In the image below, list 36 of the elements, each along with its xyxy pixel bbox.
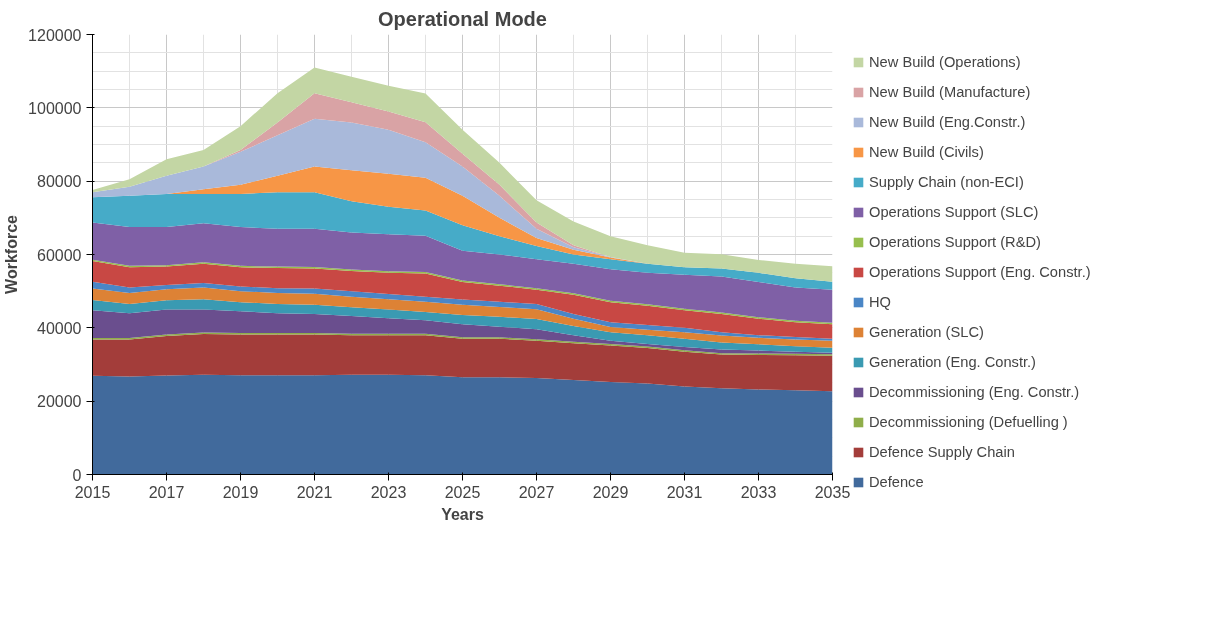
legend-label: Defence Supply Chain xyxy=(869,444,1015,460)
legend-label: New Build (Civils) xyxy=(869,144,984,160)
y-tick-label: 40000 xyxy=(37,319,82,337)
legend-label: Defence xyxy=(869,474,924,490)
legend-label: New Build (Eng.Constr.) xyxy=(869,114,1026,130)
x-tick-label: 2023 xyxy=(370,483,407,501)
y-tick-label: 0 xyxy=(72,466,82,484)
chart-title: Operational Mode xyxy=(378,7,547,30)
legend-label: Operations Support (Eng. Constr.) xyxy=(869,264,1091,280)
legend-label: Decommissioning (Defuelling ) xyxy=(869,414,1068,430)
x-tick-label: 2033 xyxy=(740,483,777,501)
x-tick-label: 2029 xyxy=(592,483,629,501)
x-tick-label: 2021 xyxy=(296,483,333,501)
y-tick-label: 60000 xyxy=(37,246,82,264)
legend-label: HQ xyxy=(869,294,891,310)
legend-label: Operations Support (SLC) xyxy=(869,204,1039,220)
x-tick-label: 2015 xyxy=(74,483,111,501)
x-tick-label: 2025 xyxy=(444,483,481,501)
x-tick-label: 2027 xyxy=(518,483,555,501)
legend-label: New Build (Manufacture) xyxy=(869,84,1031,100)
y-tick-label: 20000 xyxy=(37,393,82,411)
legend-label: Operations Support (R&D) xyxy=(869,234,1041,250)
y-tick-label: 80000 xyxy=(37,173,82,191)
x-tick-label: 2017 xyxy=(148,483,185,501)
legend-label: Generation (SLC) xyxy=(869,324,984,340)
legend-label: Generation (Eng. Constr.) xyxy=(869,354,1037,370)
x-axis-title: Years xyxy=(441,505,484,523)
legend-label: Supply Chain (non-ECI) xyxy=(869,174,1024,190)
x-tick-label: 2035 xyxy=(814,483,851,501)
legend-label: New Build (Operations) xyxy=(869,54,1021,70)
y-tick-label: 100000 xyxy=(28,99,82,117)
legend-label: Decommissioning (Eng. Constr.) xyxy=(869,384,1080,400)
x-tick-label: 2019 xyxy=(222,483,259,501)
x-tick-label: 2031 xyxy=(666,483,703,501)
y-axis-title: Workforce xyxy=(3,214,21,294)
y-tick-label: 120000 xyxy=(28,26,82,44)
